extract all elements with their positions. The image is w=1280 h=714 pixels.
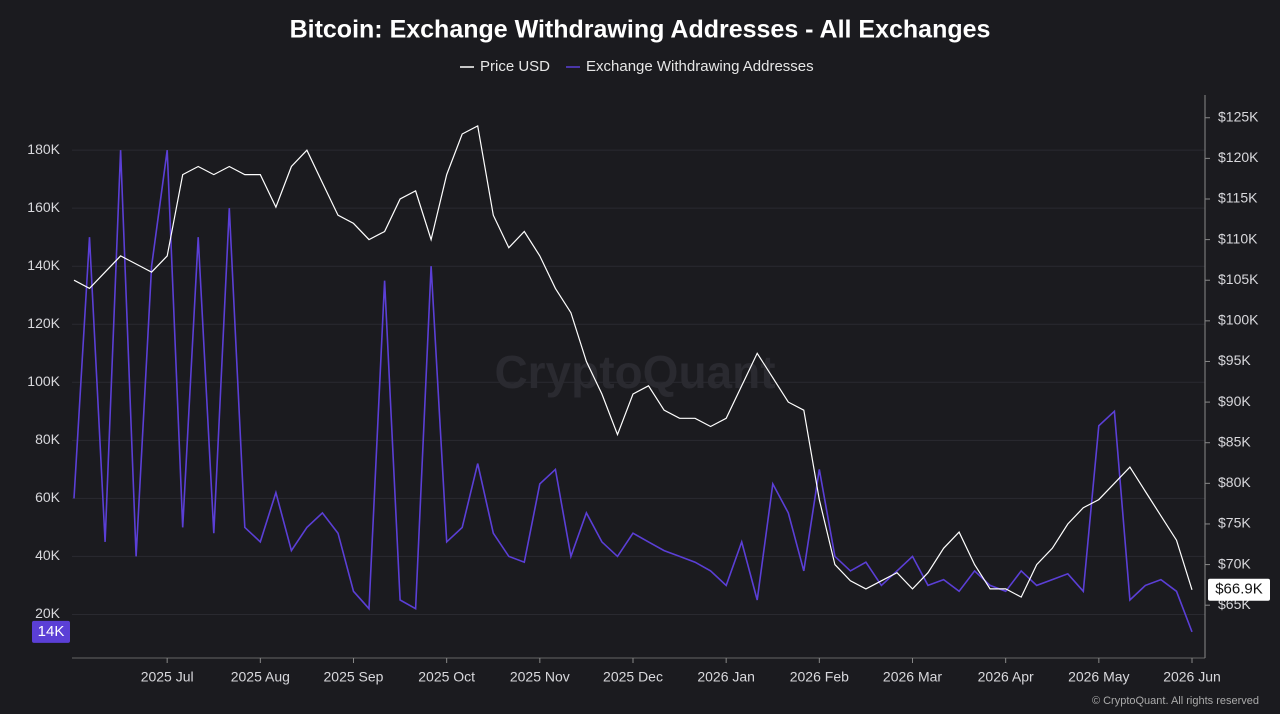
- x-tick-label: 2025 Jul: [141, 669, 194, 685]
- x-tick-label: 2026 Jun: [1163, 669, 1221, 685]
- y-tick-label: 180K: [27, 141, 60, 157]
- y2-tick-label: $100K: [1218, 312, 1259, 328]
- y2-tick-label: $85K: [1218, 433, 1251, 449]
- x-tick-label: 2026 Apr: [978, 669, 1034, 685]
- legend-label: Price USD: [480, 58, 550, 75]
- y-tick-label: 40K: [35, 547, 61, 563]
- series-line: [73, 124, 1193, 598]
- x-tick-label: 2026 May: [1068, 669, 1129, 685]
- value-label-box: [1208, 578, 1270, 601]
- y2-tick-label: $110K: [1218, 230, 1258, 246]
- y-tick-label: 120K: [27, 315, 60, 331]
- series-line: [73, 149, 1193, 633]
- y-tick-label: 100K: [27, 373, 60, 389]
- y2-tick-label: $95K: [1218, 352, 1251, 368]
- x-tick-label: 2025 Aug: [231, 669, 290, 685]
- y2-tick-label: $125K: [1218, 108, 1259, 124]
- value-label: 14K: [38, 623, 65, 640]
- chart-title: Bitcoin: Exchange Withdrawing Addresses …: [290, 16, 991, 44]
- y2-tick-label: $105K: [1218, 271, 1259, 287]
- x-tick-label: 2025 Oct: [418, 669, 475, 685]
- y2-tick-label: $70K: [1218, 555, 1251, 571]
- y-tick-label: 140K: [27, 257, 60, 273]
- watermark: CryptoQuant: [494, 346, 775, 398]
- value-label-box: [32, 620, 70, 643]
- x-tick-label: 2025 Sep: [324, 669, 384, 685]
- y2-tick-label: $115K: [1218, 190, 1258, 206]
- x-tick-label: 2026 Jan: [697, 669, 755, 685]
- x-tick-label: 2026 Feb: [790, 669, 849, 685]
- y2-tick-label: $75K: [1218, 515, 1251, 531]
- y2-tick-label: $120K: [1218, 149, 1259, 165]
- y2-tick-label: $90K: [1218, 393, 1251, 409]
- y2-tick-label: $80K: [1218, 474, 1251, 490]
- y-tick-label: 160K: [27, 199, 60, 215]
- legend-label: Exchange Withdrawing Addresses: [586, 58, 814, 75]
- y-tick-label: 60K: [35, 489, 61, 505]
- x-tick-label: 2025 Nov: [510, 669, 570, 685]
- y-tick-label: 20K: [35, 605, 61, 621]
- value-label: $66.9K: [1215, 581, 1263, 598]
- y-tick-label: 80K: [35, 431, 61, 447]
- footer: © CryptoQuant. All rights reserved: [1092, 695, 1259, 707]
- x-tick-label: 2025 Dec: [603, 669, 663, 685]
- x-tick-label: 2026 Mar: [883, 669, 942, 685]
